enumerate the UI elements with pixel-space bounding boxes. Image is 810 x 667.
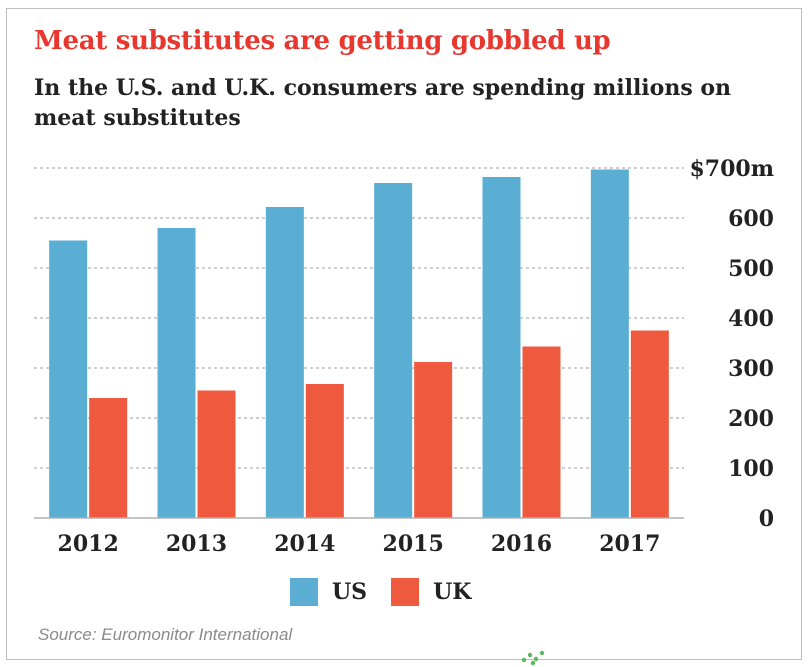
y-tick-label: 0 [759,506,774,532]
legend-label-us: US [332,579,368,605]
chart-title: Meat substitutes are getting gobbled up [34,26,611,56]
y-tick-label: 600 [728,206,774,232]
y-tick-label: 100 [728,456,774,482]
y-tick-label: $700m [689,156,774,182]
y-tick-label: 200 [728,406,774,432]
bar-uk [305,384,344,518]
dots-decoration-icon [521,650,545,666]
bar-us [157,228,196,518]
bar-us [590,169,629,518]
x-tick-label: 2016 [491,531,552,557]
y-tick-label: 500 [728,256,774,282]
x-tick-label: 2013 [166,531,227,557]
x-tick-label: 2017 [599,531,660,557]
bar-us [374,183,413,518]
bar-us [49,240,88,518]
legend-label-uk: UK [433,579,472,605]
legend-swatch-us [290,578,318,606]
bar-uk [630,330,669,518]
bar-us [265,207,304,518]
y-tick-label: 400 [728,306,774,332]
legend: US UK [290,578,495,606]
bar-uk [522,346,561,518]
x-tick-label: 2014 [274,531,335,557]
bar-uk [89,398,128,518]
chart-subtitle: In the U.S. and U.K. consumers are spend… [34,75,732,131]
x-tick-label: 2012 [58,531,119,557]
legend-item-uk: UK [391,578,471,606]
bar-uk [197,390,236,518]
legend-item-us: US [290,578,367,606]
y-tick-label: 300 [728,356,774,382]
source-note: Source: Euromonitor International [38,625,293,644]
bar-uk [414,362,453,518]
x-tick-label: 2015 [383,531,444,557]
bar-us [482,177,521,518]
legend-swatch-uk [391,578,420,606]
